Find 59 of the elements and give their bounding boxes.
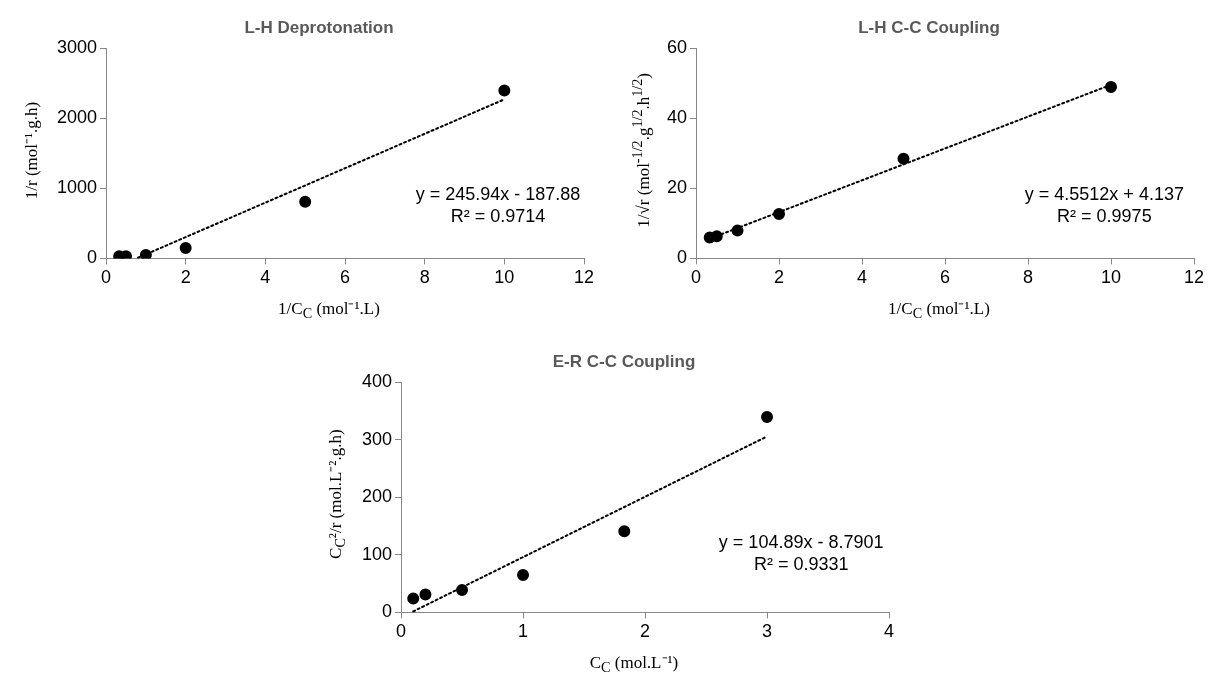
- x-tick-label: 4: [883, 621, 895, 642]
- annotation: y = 104.89x - 8.7901: [718, 532, 884, 552]
- y-axis-title: 1/r (mol⁻¹.g.h): [21, 101, 43, 199]
- chart-title: L-H Deprotonation: [244, 17, 394, 37]
- y-tick-label: 200: [361, 486, 393, 507]
- point: [498, 84, 511, 97]
- point: [517, 569, 530, 582]
- x-axis-title: 1/C$_{C}$ (mol⁻¹.L): [887, 298, 991, 323]
- point: [419, 588, 432, 601]
- x-axis-title: C$_{C}$ (mol.L⁻¹): [588, 652, 680, 677]
- point: [761, 410, 774, 423]
- x-tick-label: 0: [396, 621, 407, 642]
- x-tick-label: 0: [101, 267, 112, 288]
- point: [299, 195, 312, 208]
- y-tick-label: 0: [382, 601, 393, 622]
- x-tick-label: 2: [180, 267, 191, 288]
- y-tick-label: 1000: [57, 177, 98, 198]
- y-tick-label: 300: [361, 428, 393, 449]
- annotation: y = 245.94x - 187.88: [415, 183, 581, 204]
- y-tick-label: 3000: [57, 37, 98, 58]
- y-tick-label: 40: [666, 107, 688, 128]
- annotation: R² = 0.9331: [753, 554, 849, 574]
- x-tick-label: 12: [573, 267, 595, 288]
- x-tick-label: 10: [1100, 267, 1122, 288]
- point: [731, 224, 744, 237]
- y-tick-label: 0: [87, 247, 98, 268]
- y-tick-label: 100: [361, 543, 393, 564]
- x-tick-label: 6: [940, 267, 951, 288]
- x-tick-label: 6: [340, 267, 351, 288]
- y-tick-label: 400: [361, 371, 393, 392]
- y-tick-label: 60: [666, 37, 688, 58]
- x-tick-label: 12: [1183, 267, 1205, 288]
- point: [179, 241, 192, 254]
- chart-title: L-H C-C Coupling: [858, 17, 1000, 37]
- annotation: R² = 0.9975: [1057, 205, 1152, 226]
- point: [773, 207, 786, 220]
- annotation: y = 4.5512x + 4.137: [1024, 183, 1184, 204]
- x-tick-label: 0: [691, 267, 702, 288]
- x-tick-label: 2: [774, 267, 785, 288]
- x-tick-label: 8: [419, 267, 430, 288]
- y-tick-label: 20: [666, 177, 688, 198]
- x-tick-label: 10: [494, 267, 515, 288]
- point: [1105, 80, 1117, 93]
- y-tick-label: 2000: [57, 107, 98, 128]
- x-tick-label: 1: [518, 621, 529, 642]
- x-tick-label: 8: [1023, 267, 1034, 288]
- x-tick-label: 2: [640, 621, 651, 642]
- x-tick-label: 4: [857, 267, 868, 288]
- x-tick-label: 4: [260, 267, 271, 288]
- point: [139, 248, 152, 259]
- chart-title: E-R C-C Coupling: [552, 351, 696, 371]
- x-tick-label: 3: [762, 621, 773, 642]
- x-axis-title: 1/C$_{C}$ (mol⁻¹.L): [277, 298, 381, 323]
- y-tick-label: 0: [677, 247, 688, 268]
- point: [618, 525, 631, 538]
- point: [456, 583, 469, 596]
- annotation: R² = 0.9714: [450, 205, 546, 226]
- point: [897, 152, 910, 165]
- point: [407, 592, 420, 605]
